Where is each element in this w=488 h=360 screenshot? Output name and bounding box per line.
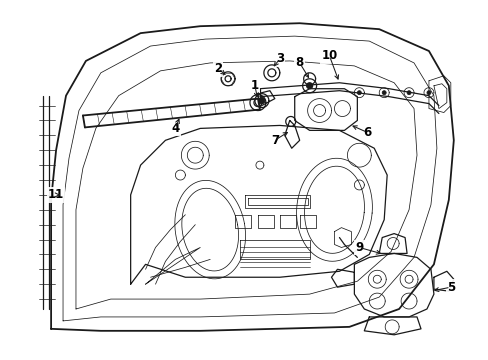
Text: 7: 7: [270, 134, 278, 147]
Text: 6: 6: [363, 126, 371, 139]
Text: 2: 2: [214, 62, 222, 75]
Polygon shape: [258, 98, 264, 104]
Text: 9: 9: [354, 241, 363, 254]
Text: 3: 3: [275, 53, 283, 66]
Text: 10: 10: [321, 49, 337, 63]
Text: 5: 5: [446, 281, 454, 294]
Text: 1: 1: [250, 79, 259, 92]
Polygon shape: [406, 91, 410, 95]
Polygon shape: [382, 91, 386, 95]
Polygon shape: [306, 83, 312, 89]
Polygon shape: [357, 91, 361, 95]
Text: 11: 11: [48, 188, 64, 201]
Text: 4: 4: [171, 122, 179, 135]
Text: 8: 8: [295, 57, 303, 69]
Polygon shape: [426, 91, 430, 95]
